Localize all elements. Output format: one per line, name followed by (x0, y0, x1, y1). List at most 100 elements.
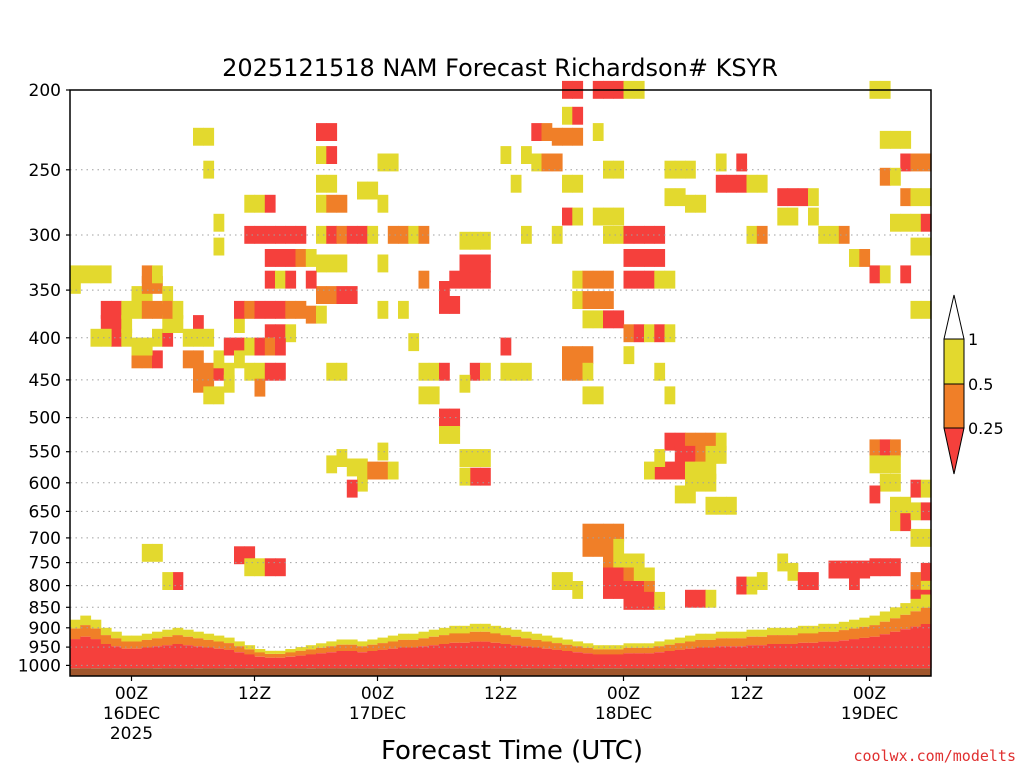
ri-cell (633, 225, 645, 244)
bl-stripe (777, 635, 789, 644)
ri-cell (695, 473, 707, 492)
ri-cell (316, 123, 327, 141)
ri-cell (920, 479, 932, 498)
ri-cell (603, 310, 614, 329)
bl-stripe (316, 647, 327, 654)
ri-cell (264, 300, 276, 319)
ri-cell (336, 286, 348, 304)
ri-cell (244, 300, 256, 319)
ri-cell (152, 275, 163, 294)
ri-cell (521, 146, 532, 164)
ri-cell (141, 300, 153, 319)
x-tick-label: 12Z (238, 684, 271, 704)
bl-stripe (726, 638, 737, 647)
bl-stripe (244, 649, 256, 655)
bl-stripe (203, 639, 215, 648)
bl-stripe (828, 631, 840, 642)
ri-cell (213, 386, 225, 405)
ri-cell (377, 461, 389, 480)
bl-stripe (664, 644, 676, 651)
bl-stripe (746, 645, 758, 669)
x-tick-label: 00Z (115, 684, 148, 704)
ground-layer (70, 668, 931, 676)
bl-stripe (726, 631, 737, 639)
ri-cell (623, 346, 635, 365)
ri-cell (182, 328, 194, 347)
ri-cell (90, 265, 102, 284)
ri-cell (633, 324, 645, 343)
ri-cell (459, 270, 471, 289)
bl-stripe (172, 627, 184, 636)
ri-cell (756, 225, 768, 244)
ri-cell (172, 572, 184, 590)
bl-stripe (715, 638, 727, 647)
x-tick-label: 18DEC (595, 704, 652, 724)
ri-cell (131, 300, 143, 319)
bl-stripe (295, 650, 307, 656)
ri-cell (592, 291, 604, 309)
ri-cell (859, 249, 871, 267)
bl-stripe (100, 644, 112, 669)
bl-stripe (797, 642, 809, 669)
colorbar-bin-orange (943, 383, 965, 429)
ri-cell (603, 581, 614, 599)
bl-stripe (377, 649, 389, 669)
ri-cell (777, 188, 789, 207)
ri-cell (582, 346, 594, 365)
ri-cell (234, 300, 245, 319)
ri-cell (828, 560, 840, 579)
bl-stripe (264, 657, 276, 669)
ri-cell (613, 225, 625, 244)
bl-stripe (285, 649, 297, 653)
ri-cell (285, 324, 297, 343)
ri-cell (910, 237, 922, 256)
bl-stripe (695, 633, 707, 640)
ri-cell (111, 315, 122, 333)
ri-cell (264, 270, 276, 289)
y-tick-label: 1000 (18, 656, 61, 676)
bl-stripe (838, 621, 850, 631)
ri-cell (572, 174, 584, 193)
ri-cell (654, 449, 666, 467)
ri-cell (254, 362, 266, 381)
ri-cell (449, 296, 461, 314)
ri-cell (582, 310, 594, 329)
ri-cell (623, 567, 635, 586)
bl-stripe (808, 633, 819, 643)
bl-stripe (756, 629, 768, 637)
bl-stripe (685, 641, 696, 649)
ri-cell (469, 254, 481, 273)
ri-cell (715, 153, 727, 172)
ri-cell (459, 231, 471, 250)
ri-cell (254, 337, 266, 356)
bl-stripe (264, 654, 276, 658)
bl-stripe (111, 638, 122, 647)
bl-stripe (582, 647, 594, 654)
ri-cell (418, 225, 430, 244)
bl-stripe (80, 636, 92, 669)
ri-cell (141, 350, 153, 369)
ri-cell (890, 496, 901, 515)
bl-stripe (162, 629, 174, 637)
bl-stripe (408, 633, 420, 640)
ri-cell (326, 455, 338, 474)
bl-stripe (777, 627, 789, 636)
ri-cell (920, 562, 932, 581)
bl-stripe (275, 654, 286, 658)
ri-cell (213, 362, 225, 381)
ri-cell (234, 350, 245, 369)
ri-cell (111, 328, 122, 347)
ri-cell (633, 581, 645, 599)
ri-cell (685, 461, 696, 480)
bl-stripe (162, 645, 174, 669)
bl-stripe (808, 625, 819, 634)
ri-cell (100, 328, 112, 347)
ri-cell (398, 300, 409, 319)
bl-stripe (787, 635, 799, 644)
bl-stripe (644, 647, 655, 654)
ri-cell (920, 528, 932, 547)
ri-cell (603, 207, 614, 226)
ri-cell (685, 194, 696, 213)
bl-stripe (346, 639, 358, 645)
ri-cell (777, 207, 789, 226)
